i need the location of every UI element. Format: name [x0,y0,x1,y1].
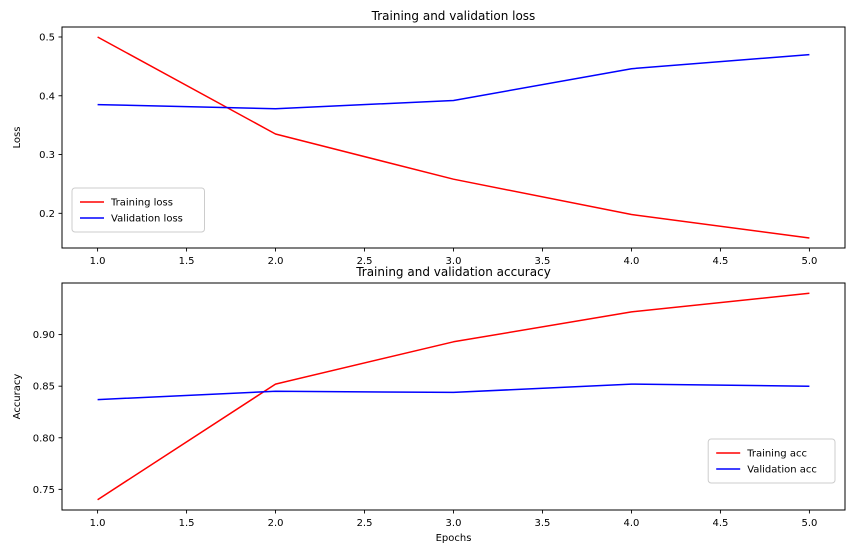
legend: Training acc Validation acc [707,438,836,484]
legend-frame [707,438,836,484]
series-line-training-loss [97,36,810,239]
y-tick-label: 0.5 [39,32,55,43]
y-tick-label: 0.85 [33,382,55,393]
legend-label: Validation acc [747,465,817,476]
y-tick-label: 0.80 [33,433,55,444]
legend: Training loss Validation loss [71,187,205,233]
x-tick-label: 4.5 [712,256,728,267]
x-axis-label: Epochs [436,533,472,544]
y-tick-label: 0.3 [39,150,55,161]
legend-frame [71,187,205,233]
x-tick-label: 1.5 [179,256,195,267]
series-line-validation-acc [97,383,810,401]
x-tick-label: 2.0 [268,518,284,529]
subplot-training-and-validation-accuracy: 1.0 1.5 2.0 2.5 3.0 3.5 4.0 4.5 5.0 0.75 0.80 0.85 0… [12,265,846,544]
x-tick-label: 5.0 [801,256,817,267]
y-axis-label: Accuracy [12,374,23,420]
x-tick-label: 3.5 [535,256,551,267]
x-tick-label: 1.0 [90,518,106,529]
x-tick-label: 2.5 [357,518,373,529]
axes-spines [61,26,846,249]
legend-label: Training loss [110,198,173,209]
y-tick-label: 0.4 [39,91,55,102]
chart-title: Training and validation accuracy [355,265,551,279]
y-axis-label: Loss [12,127,23,149]
x-tick-label: 5.0 [801,518,817,529]
y-tick-label: 0.90 [33,330,55,341]
x-tick-label: 2.5 [357,256,373,267]
y-tick-label: 0.75 [33,485,55,496]
chart-title: Training and validation loss [371,9,536,23]
axes-spines [61,282,846,511]
legend-label: Training acc [746,449,807,460]
legend-label: Validation loss [111,214,183,225]
x-tick-label: 1.0 [90,256,106,267]
x-tick-label: 3.0 [446,256,462,267]
x-tick-label: 4.5 [712,518,728,529]
subplot-training-and-validation-loss: 1.0 1.5 2.0 2.5 3.0 3.5 4.0 4.5 5.0 0.2 0.3 0.4 0.5 T… [12,9,846,267]
series-line-training-acc [97,292,810,501]
x-tick-label: 3.5 [535,518,551,529]
x-tick-label: 2.0 [268,256,284,267]
x-tick-label: 1.5 [179,518,195,529]
x-tick-label: 4.0 [624,256,640,267]
x-tick-label: 4.0 [624,518,640,529]
series-line-validation-loss [97,53,810,110]
y-tick-label: 0.2 [39,209,55,220]
x-tick-label: 3.0 [446,518,462,529]
